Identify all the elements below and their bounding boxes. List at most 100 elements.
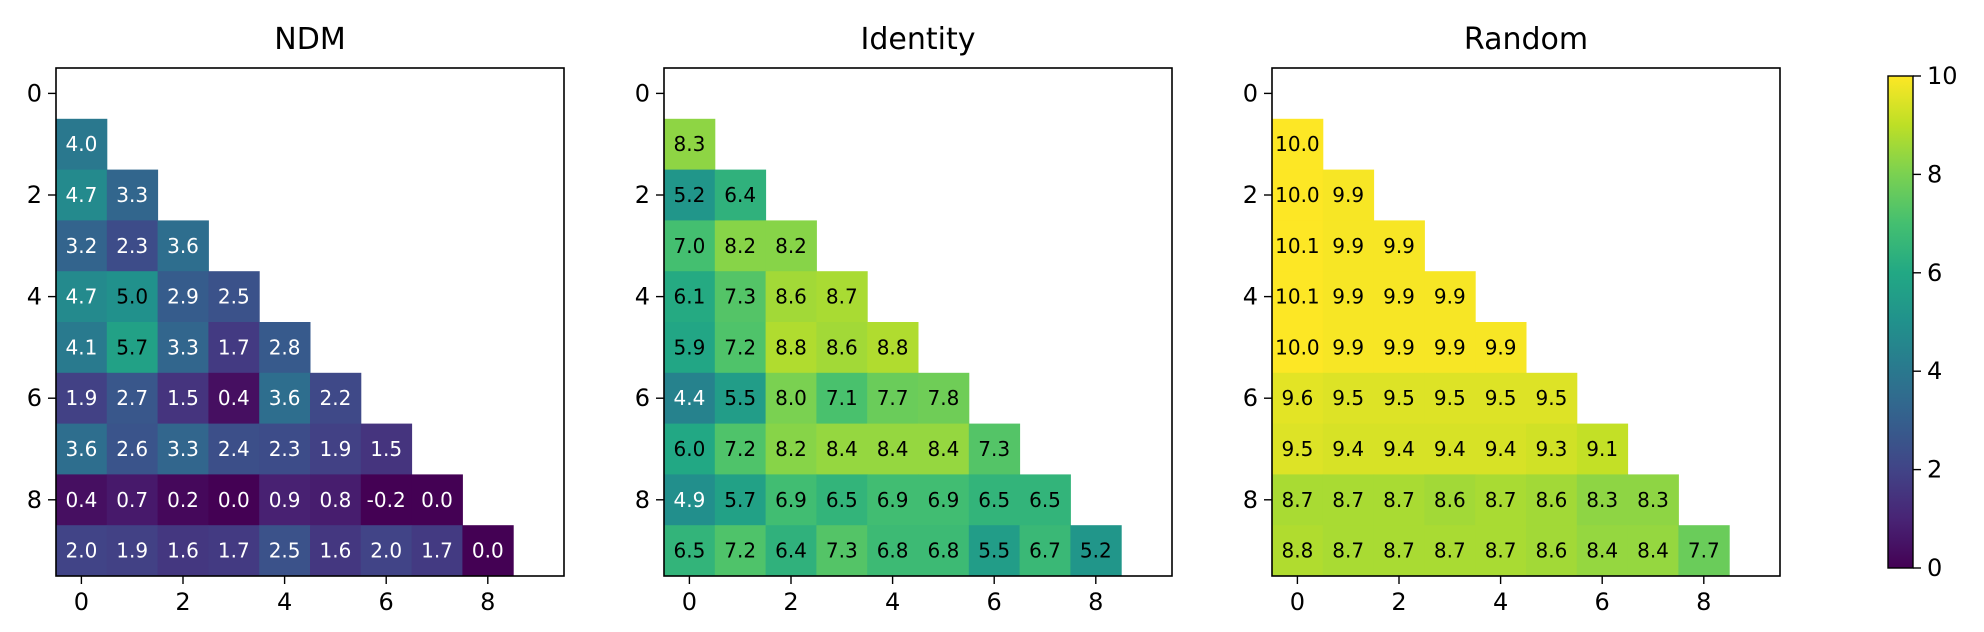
heatmap-cell <box>1272 118 1324 171</box>
cell-value-label: 8.8 <box>775 335 807 359</box>
cell-value-label: 6.5 <box>673 539 705 563</box>
colorbar: 0 2 4 6 8 10 <box>1887 62 1958 582</box>
heatmap-cell <box>968 474 1021 526</box>
y-tick-label: 0 <box>635 79 650 107</box>
heatmap-cell <box>157 271 209 323</box>
heatmap-cell <box>259 525 311 577</box>
y-tick-label: 0 <box>1243 79 1258 107</box>
heatmap-cell <box>462 525 514 577</box>
cell-value-label: 7.2 <box>724 437 756 461</box>
heatmap-cell <box>1424 474 1476 526</box>
cell-value-label: 4.4 <box>673 386 705 410</box>
heatmap-cell <box>1526 474 1578 526</box>
cell-value-label: 2.6 <box>116 437 148 461</box>
x-tick-label: 2 <box>1391 588 1406 616</box>
cell-value-label: 10.0 <box>1275 183 1320 207</box>
cell-value-label: 2.7 <box>116 386 148 410</box>
cell-value-label: 5.5 <box>978 539 1010 563</box>
heatmap-cell <box>208 525 260 577</box>
heatmap-cell <box>360 423 413 475</box>
heatmap-cell <box>1475 423 1527 475</box>
cell-value-label: 0.2 <box>167 488 199 512</box>
heatmap-cell <box>714 169 767 221</box>
heatmap-cell <box>106 169 159 221</box>
cell-value-label: 9.4 <box>1485 437 1517 461</box>
colorbar-tick-label: 2 <box>1927 456 1942 484</box>
panel-title: Random <box>1464 22 1588 57</box>
heatmap-cell <box>157 322 209 374</box>
cell-value-label: 6.5 <box>978 488 1010 512</box>
heatmap-cell <box>664 271 716 323</box>
cell-value-label: 4.0 <box>65 132 97 156</box>
heatmap-cell <box>1070 525 1122 577</box>
cell-value-label: 8.3 <box>673 132 705 156</box>
heatmap-cell <box>56 474 108 526</box>
cell-value-label: 1.5 <box>167 386 199 410</box>
cell-value-label: 4.9 <box>673 488 705 512</box>
cell-value-label: 6.7 <box>1029 539 1061 563</box>
cell-value-label: 2.2 <box>319 386 351 410</box>
cell-value-label: 6.4 <box>724 183 756 207</box>
heatmap-cell <box>968 525 1021 577</box>
colorbar-gradient <box>1887 75 1914 569</box>
heatmap-cell <box>1322 423 1375 475</box>
heatmap-cell <box>664 322 716 374</box>
heatmap-cell <box>1373 220 1425 272</box>
heatmap-cell <box>664 118 716 171</box>
cell-value-label: 9.4 <box>1332 437 1364 461</box>
cell-value-label: 9.5 <box>1535 386 1567 410</box>
cell-value-label: 9.5 <box>1383 386 1415 410</box>
heatmap-cell <box>157 220 209 272</box>
cell-value-label: 7.2 <box>724 335 756 359</box>
axes-frame <box>55 67 565 577</box>
heatmap-cell <box>1373 322 1425 374</box>
cell-value-label: 4.7 <box>65 183 97 207</box>
heatmap-cell <box>56 118 108 171</box>
cell-value-label: 9.9 <box>1332 183 1364 207</box>
heatmap-cell <box>157 474 209 526</box>
cell-value-label: 5.7 <box>116 335 148 359</box>
cell-value-label: 7.7 <box>877 386 909 410</box>
heatmap-cell <box>1475 525 1527 577</box>
heatmap-cell <box>714 372 767 425</box>
cell-value-label: 3.3 <box>167 437 199 461</box>
y-tick-label: 6 <box>27 384 42 412</box>
cell-value-label: 9.5 <box>1332 386 1364 410</box>
heatmap-cell <box>1424 372 1476 425</box>
heatmap-cell <box>1322 220 1375 272</box>
heatmap-panel-random: 10.0 10.0 9.9 10.1 9.9 9.9 10.1 9.9 9.9 9.9 10.0 9.… <box>1243 22 1781 616</box>
cell-value-label: 1.9 <box>116 539 148 563</box>
heatmap-cell <box>259 474 311 526</box>
cell-value-label: 2.0 <box>370 539 402 563</box>
heatmap-cell <box>968 423 1021 475</box>
colorbar-tick-label: 6 <box>1927 259 1942 287</box>
x-tick-label: 4 <box>277 588 292 616</box>
heatmap-cell <box>1272 169 1324 221</box>
heatmap-cell <box>56 322 108 374</box>
heatmap-cell <box>1322 372 1375 425</box>
heatmap-cell <box>765 474 817 526</box>
cell-value-label: 9.4 <box>1434 437 1466 461</box>
heatmap-cell <box>816 372 868 425</box>
y-tick-label: 4 <box>1243 283 1258 311</box>
heatmap-cell <box>1576 525 1629 577</box>
cell-value-label: 0.0 <box>472 539 504 563</box>
heatmap-cell <box>56 220 108 272</box>
cell-value-label: 0.0 <box>421 488 453 512</box>
cell-value-label: 8.6 <box>1535 488 1567 512</box>
heatmap-cell <box>714 423 767 475</box>
cell-value-label: 5.7 <box>724 488 756 512</box>
heatmap-cell <box>664 525 716 577</box>
y-tick-label: 8 <box>1243 486 1258 514</box>
heatmap-cell <box>259 372 311 425</box>
heatmap-cell <box>1424 423 1476 475</box>
cell-value-label: 7.7 <box>1688 539 1720 563</box>
cell-value-label: 8.7 <box>826 285 858 309</box>
y-tick-label: 2 <box>27 181 42 209</box>
heatmap-cell <box>56 525 108 577</box>
heatmap-cell <box>867 322 919 374</box>
cell-value-label: 6.9 <box>775 488 807 512</box>
cell-value-label: 6.5 <box>1029 488 1061 512</box>
heatmap-cell <box>106 525 159 577</box>
